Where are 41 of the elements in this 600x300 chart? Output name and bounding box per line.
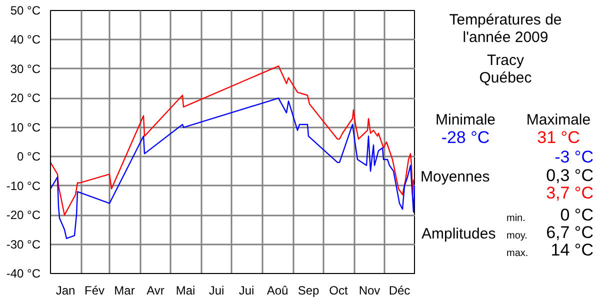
y-tick-label: -10 °C	[6, 178, 41, 193]
text: Tracy Québec	[479, 52, 532, 87]
text: Températures de l'année 2009	[449, 12, 562, 46]
text: max.	[506, 248, 528, 259]
x-tick-label: Jan	[56, 284, 76, 298]
text: 0 °C	[560, 205, 594, 224]
x-tick-label: Mar	[114, 284, 135, 298]
y-tick-label: 20 °C	[10, 91, 41, 106]
x-tick-label: Jui	[208, 284, 224, 298]
x-tick-label: Nov	[358, 284, 380, 298]
text: moy.	[506, 230, 528, 242]
y-tick-label: -30 °C	[6, 237, 41, 252]
text: Moyennes	[420, 168, 490, 186]
x-tick-label: Mai	[176, 284, 196, 298]
text: 14 °C	[550, 240, 594, 260]
y-tick-label: 0 °C	[17, 150, 41, 164]
x-tick-label: Avr	[146, 284, 164, 298]
x-tick-label: Oct	[329, 284, 348, 298]
text: -28 °C	[441, 128, 490, 148]
x-tick-label: Aoû	[266, 284, 288, 298]
x-tick-label: Jui	[238, 284, 254, 298]
x-tick-label: Sep	[298, 284, 320, 298]
text: Amplitudes	[422, 226, 496, 243]
text: Maximale	[526, 112, 591, 129]
y-tick-label: 50 °C	[10, 4, 41, 18]
y-tick-label: -40 °C	[6, 266, 41, 280]
text: -3 °C	[554, 147, 594, 166]
y-tick-label: 30 °C	[10, 62, 41, 76]
line-series	[50, 65, 415, 216]
y-tick-label: 40 °C	[10, 32, 41, 47]
text: Minimale	[435, 112, 496, 129]
text: 0,3 °C	[546, 166, 594, 185]
text: min.	[506, 212, 526, 224]
text: 3,7 °C	[546, 183, 594, 202]
y-tick-label: 10 °C	[10, 120, 41, 134]
y-tick-label: -20 °C	[6, 208, 41, 222]
line-series	[50, 98, 415, 240]
x-tick-label: Déc	[388, 284, 410, 298]
x-tick-label: Fév	[84, 284, 105, 298]
text: 6,7 °C	[546, 222, 594, 242]
text: 31 °C	[537, 128, 580, 148]
